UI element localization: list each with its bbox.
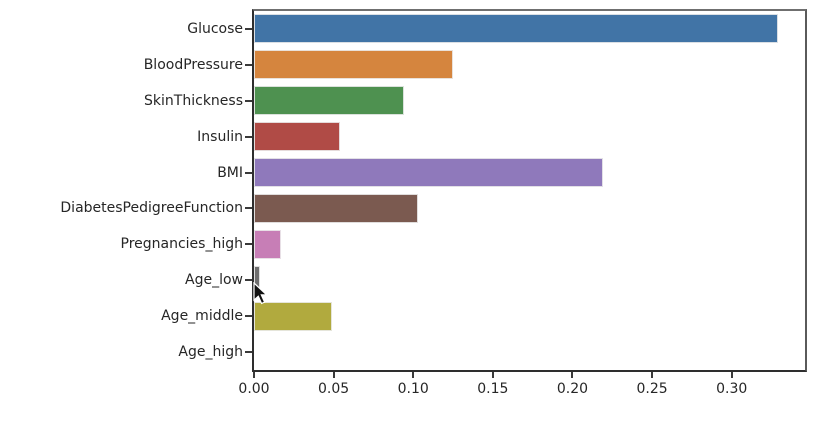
y-tick-mark: [245, 63, 252, 66]
x-tick-label: 0.10: [397, 381, 429, 397]
y-tick-mark: [245, 27, 252, 30]
bar-age_middle: [254, 301, 333, 331]
y-tick-label: Glucose: [187, 20, 243, 37]
y-tick-label: Pregnancies_high: [120, 236, 244, 253]
bar-age_low: [254, 265, 261, 295]
y-tick-mark: [245, 279, 252, 282]
x-tick-mark: [491, 372, 494, 378]
y-tick-mark: [245, 99, 252, 102]
x-tick-label: 0.25: [636, 381, 668, 397]
y-tick-mark: [245, 135, 252, 138]
x-tick-label: 0.30: [716, 381, 748, 397]
x-tick-label: 0.15: [477, 381, 509, 397]
x-tick-mark: [412, 372, 415, 378]
y-tick-mark: [245, 315, 252, 318]
y-tick-mark: [245, 351, 252, 354]
y-tick-label: Age_high: [178, 344, 243, 361]
x-tick-label: 0.05: [318, 381, 350, 397]
y-tick-label: BloodPressure: [143, 56, 243, 73]
bar-skinthickness: [254, 86, 404, 116]
y-tick-label: SkinThickness: [144, 92, 243, 109]
x-tick-mark: [651, 372, 654, 378]
bar-diabetespedigreefunction: [254, 193, 419, 223]
bar-bmi: [254, 158, 603, 188]
bar-bloodpressure: [254, 50, 454, 80]
y-tick-label: Age_middle: [161, 308, 243, 325]
x-tick-label: 0.20: [556, 381, 589, 397]
bar-glucose: [254, 14, 778, 44]
y-tick-label: BMI: [217, 164, 243, 181]
x-tick-mark: [332, 372, 335, 378]
x-tick-mark: [571, 372, 574, 378]
y-tick-mark: [245, 243, 252, 246]
x-tick-label: 0.00: [238, 381, 270, 397]
bar-pregnancies_high: [254, 229, 282, 259]
y-tick-label: Insulin: [197, 128, 243, 145]
x-tick-mark: [730, 372, 733, 378]
x-tick-mark: [253, 372, 255, 378]
y-tick-mark: [245, 207, 252, 210]
plot-area: [252, 9, 807, 372]
y-tick-label: Age_low: [185, 272, 243, 289]
y-tick-label: DiabetesPedigreeFunction: [60, 200, 243, 217]
y-tick-mark: [245, 171, 252, 174]
bar-insulin: [254, 122, 340, 152]
